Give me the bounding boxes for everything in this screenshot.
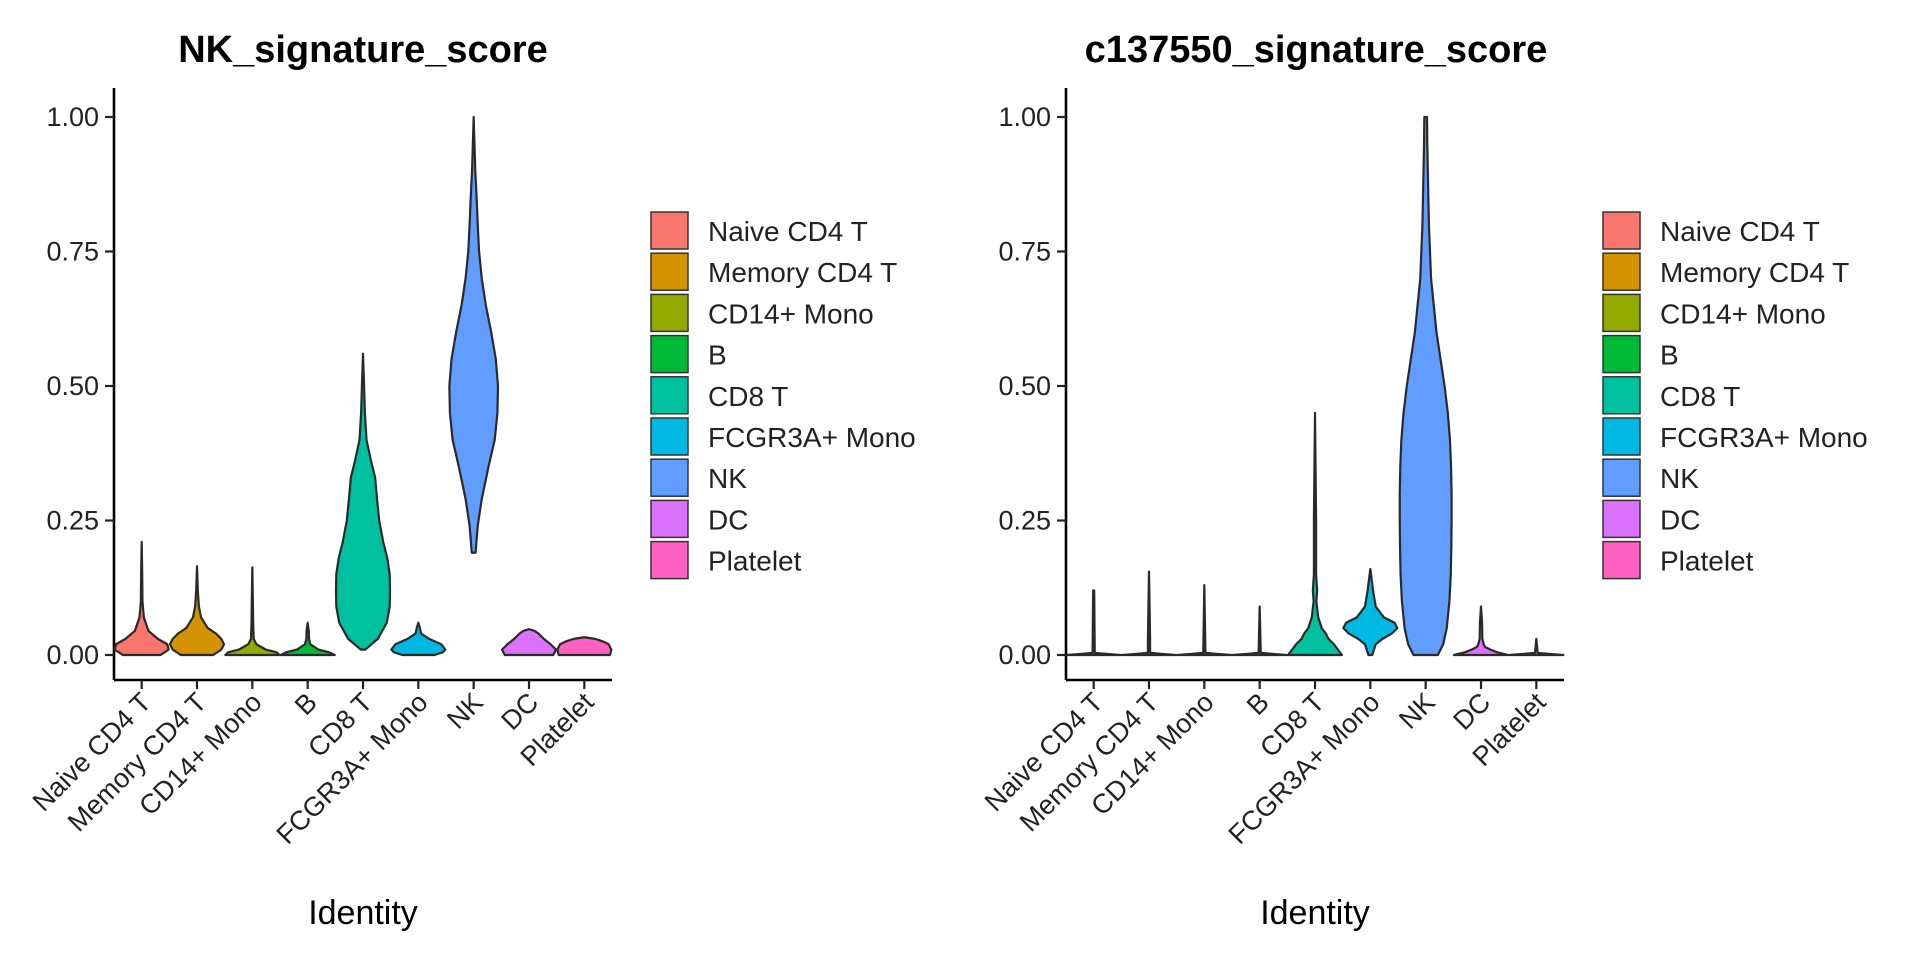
violin-b — [1231, 605, 1288, 657]
violin-cd14-mono — [224, 566, 281, 657]
violin-platelet — [556, 636, 613, 657]
chart-title: c137550_signature_score — [1085, 29, 1548, 71]
legend-swatch-cd14-mono — [1602, 293, 1641, 333]
violin-cd14-mono — [1176, 583, 1233, 657]
legend-swatch-dc — [1602, 499, 1641, 539]
legend-label-nk: NK — [708, 463, 747, 494]
legend-swatch-naive-cd4-t — [650, 211, 689, 250]
x-tick-label-nk: NK — [441, 687, 489, 735]
violin-dc — [1452, 605, 1510, 657]
legend-label-fcgr3a-mono: FCGR3A+ Mono — [1660, 422, 1868, 453]
legend-label-nk: NK — [1660, 463, 1699, 494]
legend-label-cd14-mono: CD14+ Mono — [708, 298, 874, 329]
legend-swatch-naive-cd4-t — [1602, 211, 1641, 250]
legend-label-memory-cd4-t: Memory CD4 T — [1660, 257, 1849, 288]
chart-title: NK_signature_score — [178, 29, 548, 71]
violin-naive-cd4-t — [113, 540, 170, 657]
violin-cd8-t — [1286, 411, 1344, 657]
x-axis-label: Identity — [308, 894, 418, 932]
legend-swatch-fcgr3a-mono — [650, 417, 689, 456]
chart-panel-c137550-signature-score: c137550_signature_score 0.00 0.25 0.50 0.75 1… — [979, 29, 1868, 932]
legend-swatch-fcgr3a-mono — [1602, 417, 1641, 456]
chart-panel-nk-signature-score: NK_signature_score 0.00 0.25 0.50 0.75 1.00 Na… — [27, 29, 916, 932]
y-tick-label: 0.50 — [46, 371, 99, 401]
legend-swatch-memory-cd4-t — [650, 252, 689, 291]
violin-fcgr3a-mono — [390, 621, 447, 657]
legend-swatch-platelet — [1602, 540, 1641, 580]
legend-swatch-b — [1602, 334, 1641, 374]
y-tick-label: 1.00 — [998, 102, 1051, 132]
x-tick-label-b: B — [289, 687, 323, 721]
y-tick-label: 1.00 — [46, 102, 99, 132]
violin-fcgr3a-mono — [1342, 567, 1399, 657]
legend-label-naive-cd4-t: Naive CD4 T — [708, 216, 868, 247]
y-tick-label: 0.75 — [998, 237, 1051, 267]
legend-label-memory-cd4-t: Memory CD4 T — [708, 257, 897, 288]
legend-label-naive-cd4-t: Naive CD4 T — [1660, 216, 1820, 247]
x-axis-label: Identity — [1260, 894, 1370, 932]
y-tick-label: 0.00 — [46, 640, 99, 670]
legend-swatch-dc — [650, 499, 689, 539]
legend-label-dc: DC — [708, 504, 748, 535]
legend-swatch-b — [650, 334, 689, 374]
x-tick-label-nk: NK — [1393, 687, 1441, 735]
legend-swatch-nk — [1602, 458, 1641, 497]
violin-memory-cd4-t — [1120, 570, 1178, 657]
legend-swatch-platelet — [650, 540, 689, 580]
legend-swatch-memory-cd4-t — [1602, 252, 1641, 291]
legend-swatch-cd8-t — [650, 376, 689, 415]
violin-nk — [1398, 115, 1453, 657]
legend-label-fcgr3a-mono: FCGR3A+ Mono — [708, 422, 916, 453]
legend-label-cd14-mono: CD14+ Mono — [1660, 298, 1826, 329]
violin-dc — [500, 628, 558, 657]
y-tick-label: 0.75 — [46, 237, 99, 267]
violin-b — [279, 621, 336, 657]
violin-naive-cd4-t — [1065, 589, 1122, 657]
legend-swatch-nk — [650, 458, 689, 497]
legend-label-b: B — [1660, 340, 1679, 371]
y-tick-label: 0.25 — [998, 506, 1051, 536]
x-tick-label-b: B — [1241, 687, 1275, 721]
legend-label-platelet: Platelet — [1660, 546, 1754, 577]
legend-swatch-cd14-mono — [650, 293, 689, 333]
violin-platelet — [1508, 637, 1565, 657]
legend-label-b: B — [708, 340, 727, 371]
violin-cd8-t — [334, 352, 392, 651]
y-tick-label: 0.00 — [998, 640, 1051, 670]
y-tick-label: 0.25 — [46, 506, 99, 536]
violin-memory-cd4-t — [168, 565, 226, 657]
legend-label-cd8-t: CD8 T — [708, 381, 788, 412]
legend-swatch-cd8-t — [1602, 376, 1641, 415]
legend-label-platelet: Platelet — [708, 546, 802, 577]
y-tick-label: 0.50 — [998, 371, 1051, 401]
violin-nk — [448, 115, 500, 554]
legend-label-dc: DC — [1660, 504, 1700, 535]
legend-label-cd8-t: CD8 T — [1660, 381, 1740, 412]
